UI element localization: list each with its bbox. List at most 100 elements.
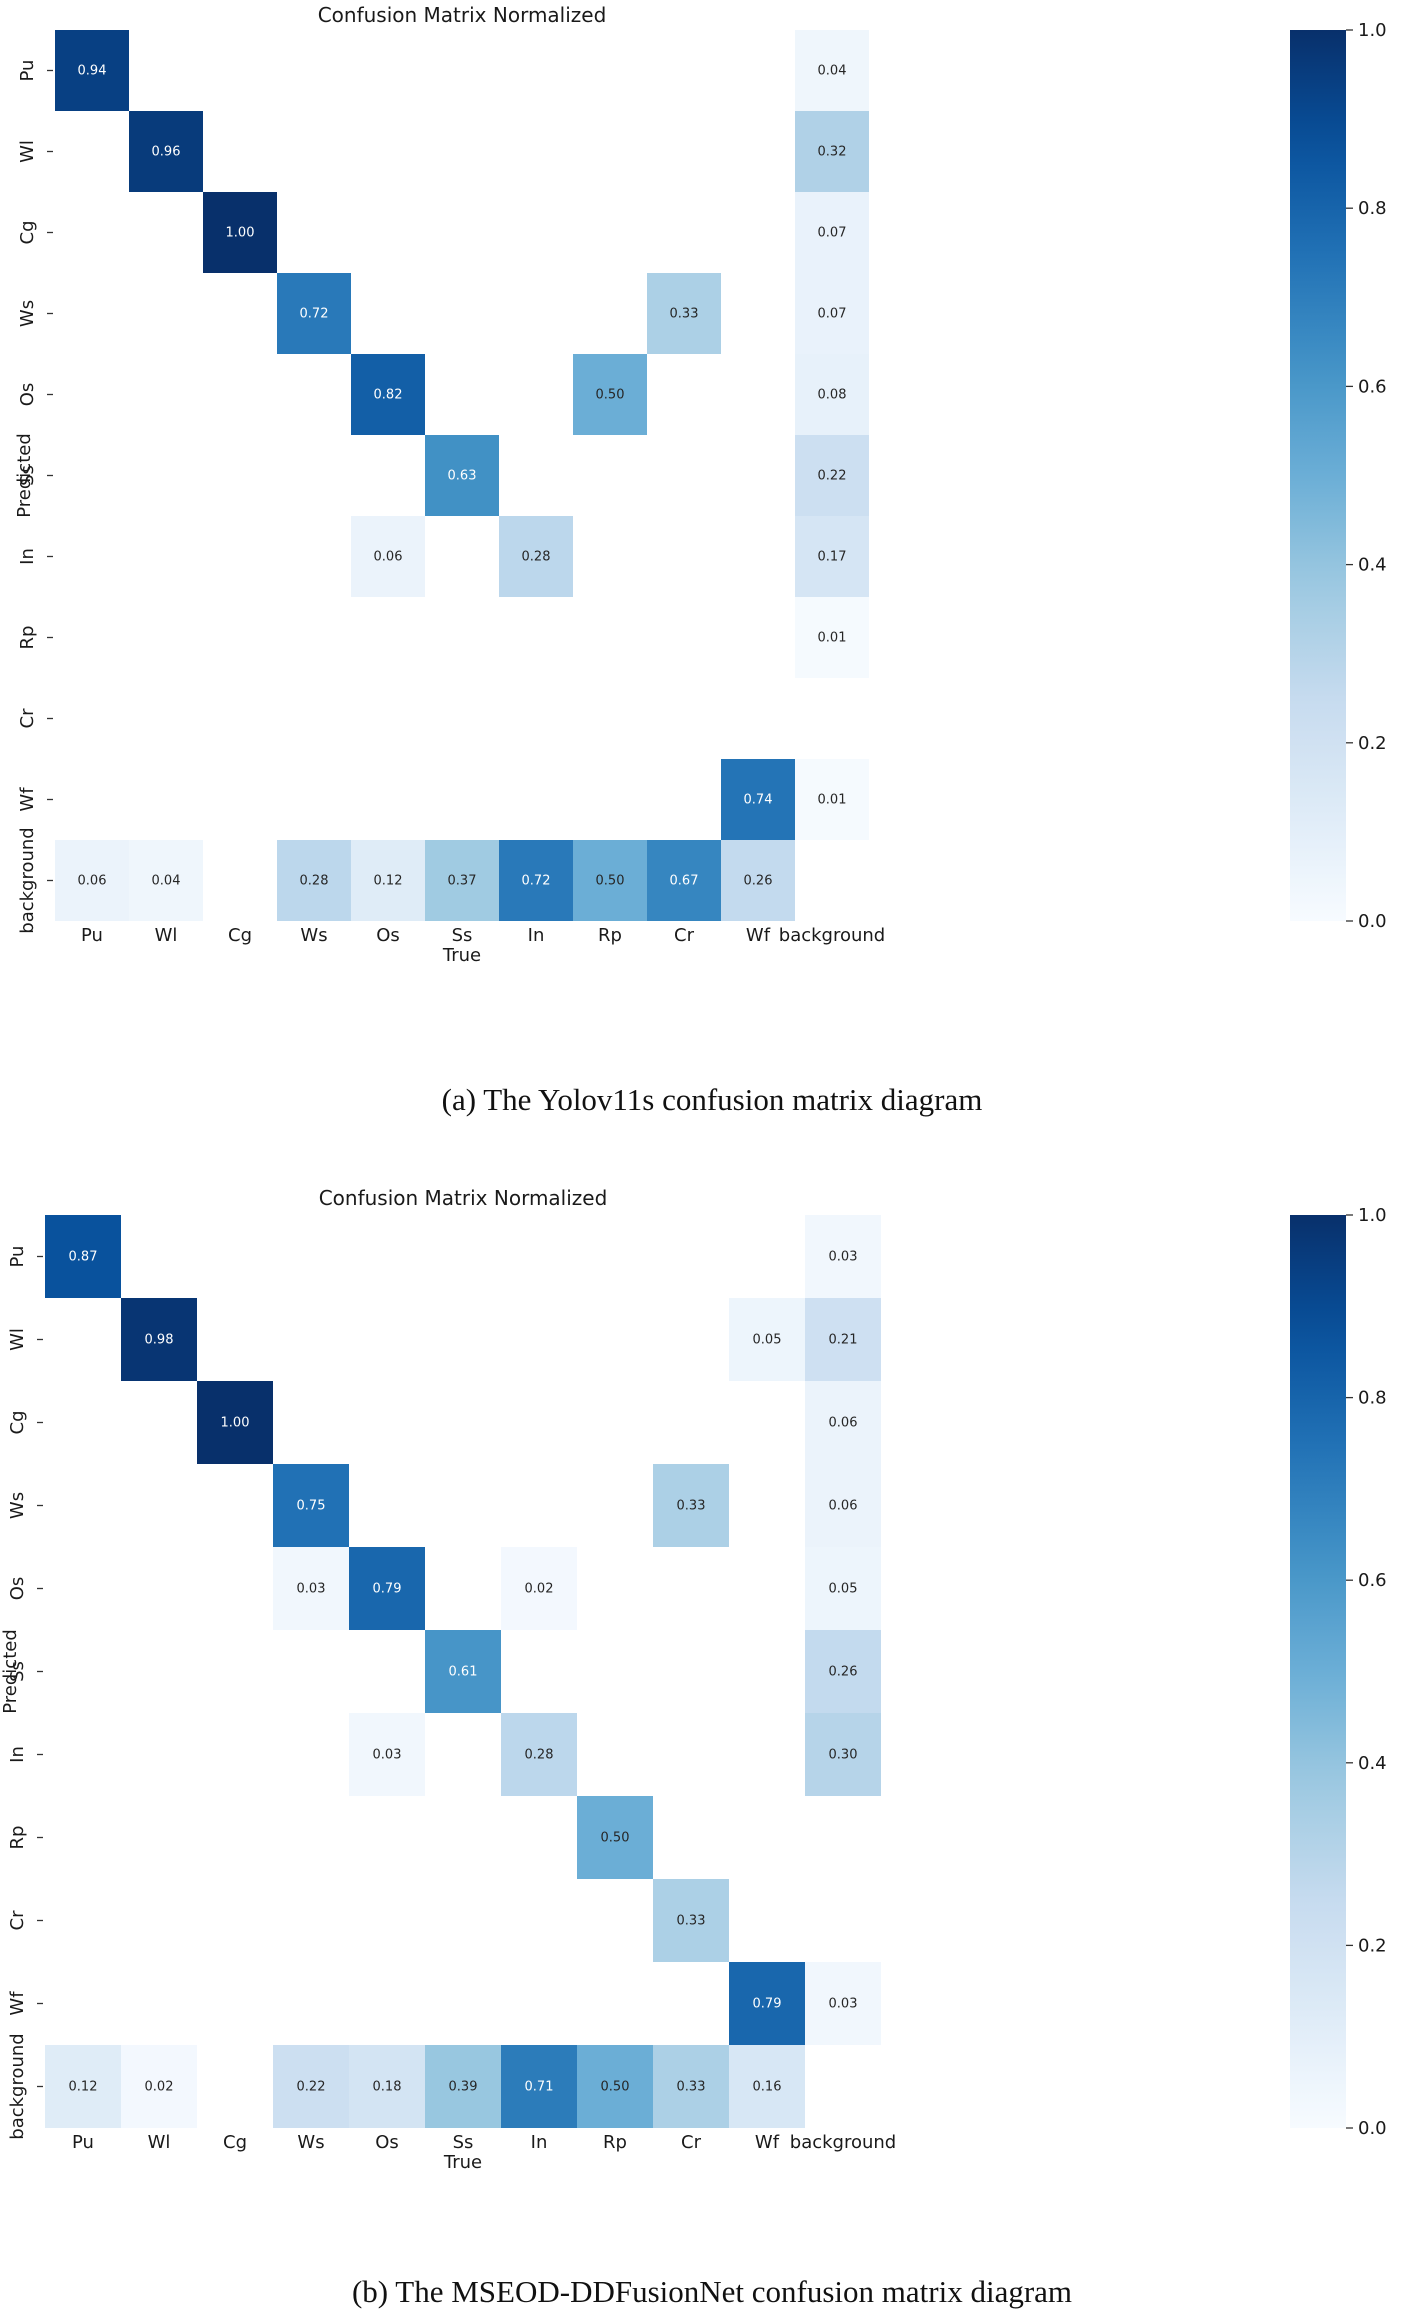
x-tick-label: Cg (228, 925, 252, 946)
heatmap-cell (129, 111, 203, 192)
colorbar-tick-label: 0.2 (1358, 733, 1387, 754)
cell-value-label: 0.01 (818, 631, 847, 646)
cell-value-label: 0.50 (596, 388, 625, 403)
y-tick-label: Cr (7, 1910, 28, 1931)
y-tick-label: Wl (17, 140, 38, 163)
chart-title: Confusion Matrix Normalized (318, 3, 607, 27)
y-tick-label: In (7, 1746, 28, 1763)
heatmap-cell (351, 840, 425, 921)
colorbar-tick-label: 0.4 (1358, 1753, 1387, 1774)
heatmap-cell (45, 1215, 121, 1298)
x-tick-label: Ws (300, 925, 327, 946)
cell-value-label: 0.82 (374, 388, 403, 403)
y-tick-label: Wf (7, 1991, 28, 2016)
colorbar-tick-label: 1.0 (1358, 1205, 1387, 1226)
colorbar-tick-label: 0.0 (1358, 911, 1387, 932)
heatmap-cell (349, 1713, 425, 1796)
colorbar-tick-label: 0.8 (1358, 1388, 1387, 1409)
heatmap-cell (55, 840, 129, 921)
cell-value-label: 0.28 (300, 874, 329, 889)
cell-value-label: 0.96 (152, 145, 181, 160)
cell-value-label: 0.79 (373, 1582, 402, 1597)
cell-value-label: 0.03 (829, 1250, 858, 1265)
cell-value-label: 0.12 (69, 2080, 98, 2095)
heatmap-cell (45, 2045, 121, 2128)
cell-value-label: 0.63 (448, 469, 477, 484)
y-tick-label: Wf (17, 787, 38, 812)
cell-value-label: 0.07 (818, 226, 847, 241)
cell-value-label: 0.50 (596, 874, 625, 889)
x-tick-label: Cg (223, 2132, 247, 2153)
heatmap-cell (273, 2045, 349, 2128)
colorbar-tick-label: 0.0 (1358, 2118, 1387, 2139)
cell-value-label: 0.39 (449, 2080, 478, 2095)
cell-value-label: 0.75 (297, 1499, 326, 1514)
heatmap-cell (501, 1547, 577, 1630)
colorbar-tick-label: 0.6 (1358, 376, 1387, 397)
x-tick-label: background (779, 925, 885, 946)
colorbar-tick-label: 0.2 (1358, 1935, 1387, 1956)
heatmap-cell (795, 597, 869, 678)
heatmap-cell (577, 2045, 653, 2128)
cell-value-label: 0.72 (522, 874, 551, 889)
heatmap-cell (653, 2045, 729, 2128)
x-tick-label: Wl (155, 925, 178, 946)
heatmap-cell (273, 1464, 349, 1547)
cell-value-label: 0.32 (818, 145, 847, 160)
heatmap-cell (351, 354, 425, 435)
heatmap-cell (121, 2045, 197, 2128)
y-tick-label: Ws (7, 1492, 28, 1519)
cell-value-label: 0.02 (145, 2080, 174, 2095)
heatmap-cell (277, 840, 351, 921)
heatmap-cell (425, 2045, 501, 2128)
cell-value-label: 0.28 (525, 1748, 554, 1763)
y-axis-label: Predicted (0, 1629, 21, 1714)
x-tick-label: Pu (81, 925, 103, 946)
x-axis-label: True (442, 945, 481, 966)
cell-value-label: 0.33 (677, 2080, 706, 2095)
heatmap-cell (203, 192, 277, 273)
heatmap-cell (805, 1298, 881, 1381)
heatmap-cell (805, 1713, 881, 1796)
heatmap-cell (647, 840, 721, 921)
x-tick-label: Ws (297, 2132, 324, 2153)
x-tick-label: Os (376, 925, 400, 946)
y-tick-label: Cg (17, 221, 38, 245)
y-tick-label: Rp (17, 626, 38, 650)
cell-value-label: 0.03 (297, 1582, 326, 1597)
cell-value-label: 0.33 (670, 307, 699, 322)
y-tick-label: Pu (17, 60, 38, 82)
cell-value-label: 0.67 (670, 874, 699, 889)
heatmap-cell (805, 1215, 881, 1298)
heatmap-cell (721, 840, 795, 921)
heatmap-cell (349, 1547, 425, 1630)
cell-value-label: 0.02 (525, 1582, 554, 1597)
y-tick-label: Rp (7, 1826, 28, 1850)
heatmap-cell (805, 1381, 881, 1464)
heatmap-cell (425, 840, 499, 921)
heatmap-cell (795, 435, 869, 516)
cell-value-label: 0.06 (829, 1499, 858, 1514)
cell-value-label: 0.16 (753, 2080, 782, 2095)
cell-value-label: 0.03 (829, 1997, 858, 2012)
cell-value-label: 0.08 (818, 388, 847, 403)
cell-value-label: 0.87 (69, 1250, 98, 1265)
heatmap-cell (653, 1464, 729, 1547)
heatmap-cell (499, 840, 573, 921)
heatmap-cell (805, 1464, 881, 1547)
cell-value-label: 0.98 (145, 1333, 174, 1348)
heatmap-cell (573, 840, 647, 921)
cell-value-label: 0.71 (525, 2080, 554, 2095)
cell-value-label: 0.33 (677, 1914, 706, 1929)
cell-value-label: 0.72 (300, 307, 329, 322)
cell-value-label: 0.22 (818, 469, 847, 484)
colorbar-tick-label: 0.8 (1358, 198, 1387, 219)
colorbar (1290, 1215, 1346, 2128)
heatmap-cell (647, 273, 721, 354)
heatmap-cell (795, 516, 869, 597)
y-tick-label: Os (7, 1577, 28, 1601)
cell-value-label: 0.50 (601, 1831, 630, 1846)
heatmap-cell (795, 759, 869, 840)
cell-value-label: 0.30 (829, 1748, 858, 1763)
heatmap-cell (197, 1381, 273, 1464)
